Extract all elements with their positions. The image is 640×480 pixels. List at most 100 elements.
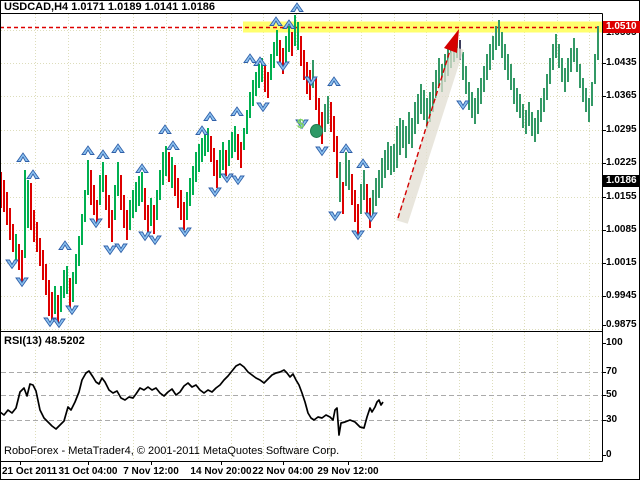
price-bar xyxy=(249,92,251,118)
price-bar xyxy=(462,52,464,80)
price-bar xyxy=(246,110,248,134)
price-bar xyxy=(444,54,446,82)
price-bar xyxy=(330,102,332,132)
price-bar xyxy=(126,210,128,240)
fractal-down-icon xyxy=(328,211,342,222)
price-bar xyxy=(21,250,23,286)
fractal-down-icon xyxy=(208,187,222,198)
price-bar xyxy=(69,278,71,308)
price-bar xyxy=(27,180,29,228)
price-bar xyxy=(39,238,41,266)
time-axis-label: 21 Oct 2011 xyxy=(2,466,58,477)
price-bar xyxy=(294,15,296,46)
fractal-down-icon xyxy=(148,235,162,246)
price-bar xyxy=(165,146,167,176)
price-bar xyxy=(111,210,113,242)
price-bar xyxy=(363,170,365,200)
price-bar xyxy=(105,175,107,210)
price-bar xyxy=(591,82,593,106)
price-bar xyxy=(594,54,596,84)
price-bar xyxy=(255,72,257,96)
price-bar xyxy=(204,132,206,156)
price-bar xyxy=(414,102,416,134)
price-bar xyxy=(525,110,527,134)
price-bar xyxy=(51,292,53,323)
price-bar xyxy=(201,138,203,162)
price-bar xyxy=(297,22,299,50)
price-bar xyxy=(168,152,170,182)
fractal-up-icon xyxy=(111,143,125,153)
price-bar xyxy=(99,175,101,205)
price-bar xyxy=(228,140,230,166)
price-bar xyxy=(198,144,200,172)
fractal-up-icon xyxy=(81,145,95,155)
price-bar xyxy=(282,48,284,74)
price-bar xyxy=(528,102,530,126)
price-bar xyxy=(570,48,572,72)
price-bar xyxy=(9,208,11,240)
fractal-down-icon xyxy=(256,102,270,113)
price-bar xyxy=(372,190,374,218)
price-bar xyxy=(327,96,329,124)
price-bar xyxy=(144,188,146,220)
rsi-axis-label: 100 xyxy=(606,337,623,348)
fractal-up-icon xyxy=(243,53,257,63)
rsi-axis-label: 30 xyxy=(606,414,618,425)
time-axis-label: 29 Nov 12:00 xyxy=(317,466,379,477)
price-bar xyxy=(489,44,491,70)
price-bar xyxy=(537,110,539,134)
price-bar xyxy=(240,142,242,168)
price-bar xyxy=(90,170,92,205)
fractal-down-icon xyxy=(231,175,245,186)
fractal-up-icon xyxy=(290,2,304,12)
price-bar xyxy=(177,178,179,208)
fractal-up-icon xyxy=(282,19,296,29)
price-bar xyxy=(183,202,185,230)
price-bar xyxy=(510,64,512,90)
fractal-down-icon xyxy=(220,173,234,184)
price-bar xyxy=(573,38,575,62)
price-bar xyxy=(12,224,14,252)
price-bar xyxy=(210,136,212,162)
fractal-down-icon xyxy=(65,305,79,316)
price-bar xyxy=(171,157,173,188)
price-bar xyxy=(96,200,98,222)
price-bar xyxy=(483,66,485,92)
rsi-indicator-label: RSI(13) 48.5202 xyxy=(4,335,85,347)
fractal-up-icon xyxy=(96,149,110,159)
price-bar xyxy=(426,98,428,128)
price-bar xyxy=(288,26,290,52)
price-bar xyxy=(549,58,551,84)
price-bar xyxy=(150,198,152,226)
price-bar xyxy=(75,254,77,284)
price-bar xyxy=(561,58,563,82)
price-bar xyxy=(108,195,110,228)
price-axis-label: 0.9945 xyxy=(606,290,637,301)
price-bar xyxy=(81,214,83,245)
price-bar xyxy=(498,20,500,46)
price-bar xyxy=(102,162,104,192)
price-bar xyxy=(534,118,536,142)
price-bar xyxy=(189,178,191,206)
fractal-down-icon xyxy=(15,277,29,288)
price-bar xyxy=(192,166,194,195)
trend-arrow-line xyxy=(397,43,453,219)
price-bar xyxy=(417,94,419,124)
fractal-down-icon xyxy=(114,243,128,254)
dollar-marker-icon: $ xyxy=(297,116,305,131)
price-bar xyxy=(477,88,479,114)
price-bar xyxy=(342,182,344,214)
price-bar xyxy=(576,48,578,72)
price-bar xyxy=(336,136,338,178)
rsi-axis-label: 50 xyxy=(606,389,618,400)
price-bar xyxy=(495,26,497,50)
fractal-up-icon xyxy=(230,106,244,116)
fractal-down-icon xyxy=(52,318,66,329)
fractal-down-icon xyxy=(138,231,152,242)
price-bar xyxy=(129,200,131,230)
price-bar xyxy=(135,182,137,212)
price-bar xyxy=(396,126,398,168)
price-bar xyxy=(486,54,488,80)
fractal-up-icon xyxy=(253,56,267,66)
